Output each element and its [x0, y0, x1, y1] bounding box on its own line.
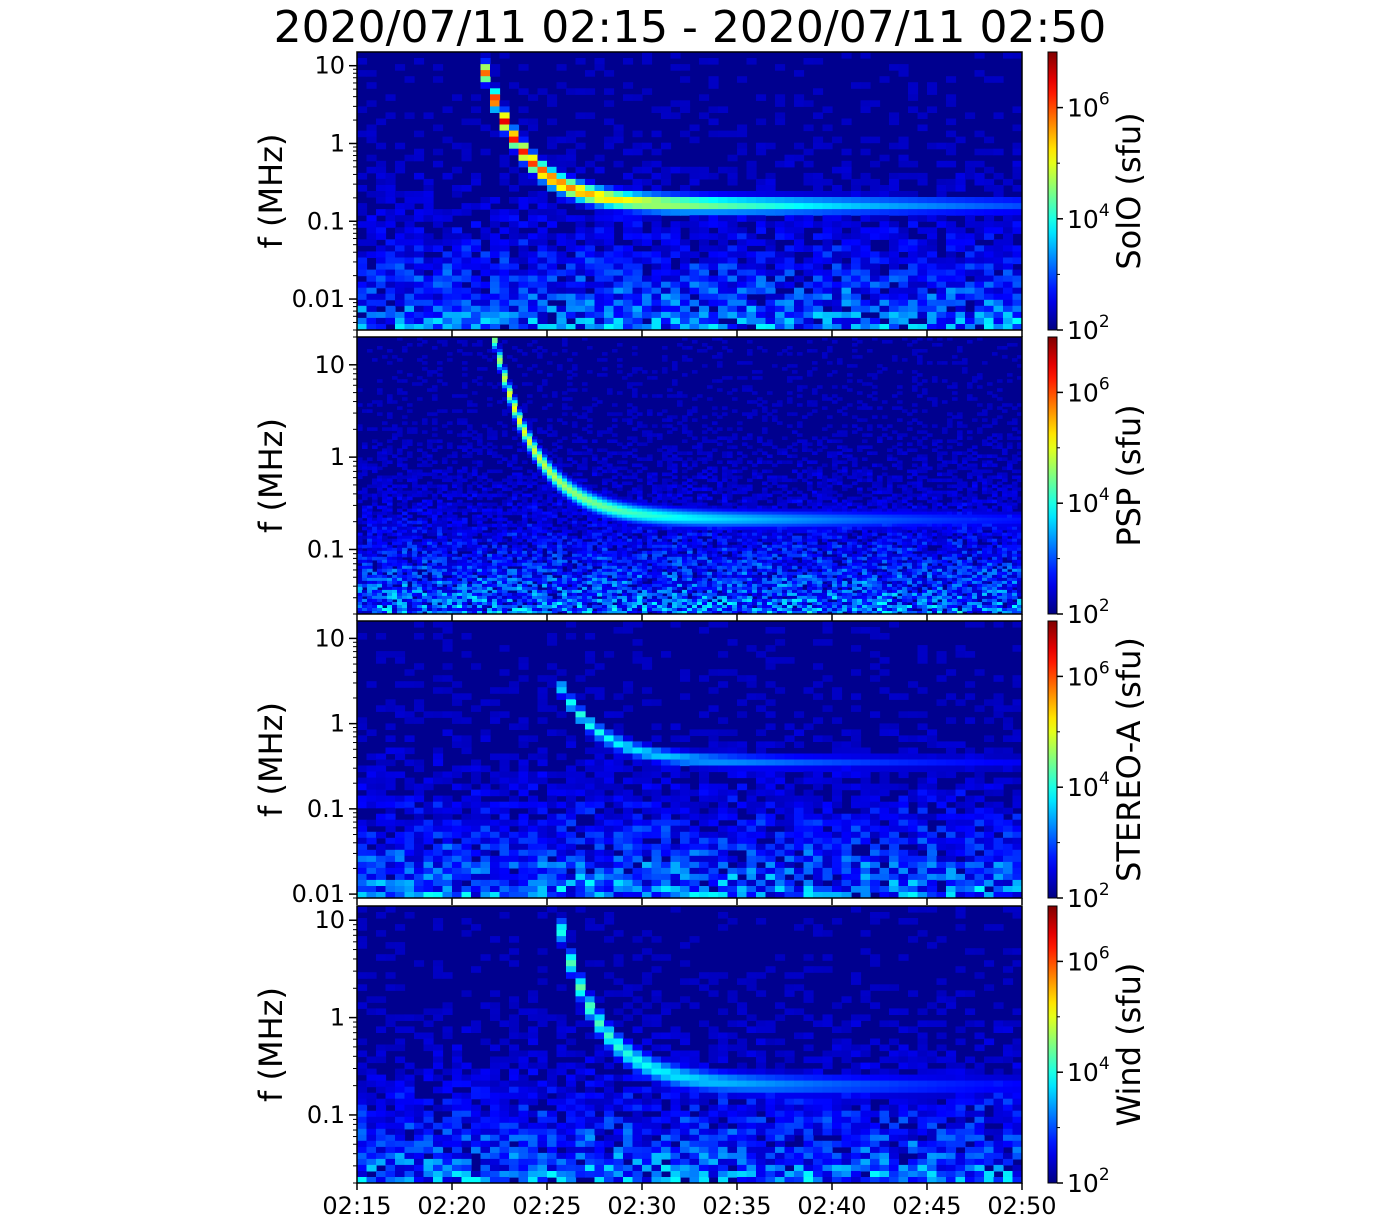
heatmap-psp [357, 337, 1022, 614]
y-tick-label: 0.1 [307, 535, 345, 563]
colorbar-tick-label: 106 [1067, 374, 1110, 407]
y-axis-label: f (MHz) [252, 987, 290, 1102]
heatmap-wind [357, 906, 1022, 1183]
colorbar-gradient [1047, 620, 1058, 899]
y-tick-label: 1 [330, 443, 345, 471]
x-axis: 02:15 02:20 02:25 02:30 02:35 02:40 02:45 02:50 [322, 1192, 1056, 1220]
x-ticks [356, 1183, 1023, 1190]
colorbar-tick-label: 104 [1067, 769, 1110, 802]
colorbar-tick-label: 106 [1067, 943, 1110, 976]
x-tick-label: 02:35 [702, 1192, 771, 1220]
colorbar-tick-label: 104 [1067, 201, 1110, 234]
colorbar-label: Wind (sfu) [1110, 963, 1148, 1127]
y-tick-label: 10 [314, 351, 345, 379]
y-tick-label: 0.1 [307, 1101, 345, 1129]
x-tick-label: 02:50 [987, 1192, 1056, 1220]
colorbar-tick-label: 102 [1067, 1165, 1110, 1198]
y-tick-label: 0.01 [292, 880, 345, 908]
y-axis-solo: 0.01 0.1 1 10 [292, 52, 357, 331]
y-tick-label: 0.1 [307, 795, 345, 823]
y-tick-label: 1 [330, 129, 345, 157]
x-ticks [356, 330, 1023, 337]
y-axis-wind: 0.1 1 10 [307, 906, 357, 1184]
colorbar-tick-label: 104 [1067, 1054, 1110, 1087]
x-ticks [356, 614, 1023, 621]
colorbar-gradient [1047, 51, 1058, 331]
x-tick-label: 02:45 [892, 1192, 961, 1220]
colorbar-tick-label: 102 [1067, 596, 1110, 629]
panel-stereo-a: 0.01 0.1 1 10 f (MHz) 102 104 106 STEREO-A (sfu) [252, 620, 1148, 913]
colorbar-tick-label: 106 [1067, 90, 1110, 123]
x-tick-label: 02:40 [797, 1192, 866, 1220]
y-tick-label: 1 [330, 710, 345, 738]
y-axis-psp: 0.1 1 10 [307, 336, 357, 615]
colorbar-gradient [1047, 905, 1058, 1184]
x-ticks [356, 898, 1023, 905]
colorbar-label: PSP (sfu) [1110, 404, 1148, 546]
x-tick-label: 02:15 [322, 1192, 391, 1220]
colorbar-gradient [1047, 336, 1058, 615]
y-axis-label: f (MHz) [252, 418, 290, 533]
y-tick-label: 10 [314, 624, 345, 652]
y-axis-label: f (MHz) [252, 702, 290, 817]
y-axis-label: f (MHz) [252, 134, 290, 249]
y-axis-stereo-a: 0.01 0.1 1 10 [292, 624, 357, 908]
x-tick-label: 02:25 [512, 1192, 581, 1220]
colorbar-label: STEREO-A (sfu) [1110, 637, 1148, 882]
colorbar-tick-label: 104 [1067, 485, 1110, 518]
plot-frame [356, 905, 1023, 1184]
y-tick-label: 1 [330, 1004, 345, 1032]
y-tick-label: 10 [314, 906, 345, 934]
colorbar-label: SolO (sfu) [1110, 112, 1148, 269]
y-tick-label: 0.01 [292, 285, 345, 313]
heatmap-solo [357, 52, 1022, 330]
plot-frame [356, 620, 1023, 899]
x-tick-label: 02:30 [607, 1192, 676, 1220]
heatmap-stereo-a [357, 621, 1022, 898]
x-tick-label: 02:20 [417, 1192, 486, 1220]
y-tick-label: 10 [314, 52, 345, 80]
colorbar-tick-label: 102 [1067, 880, 1110, 913]
figure-title: 2020/07/11 02:15 - 2020/07/11 02:50 [273, 2, 1107, 53]
plot-frame [356, 51, 1023, 331]
y-tick-label: 0.1 [307, 207, 345, 235]
colorbar-tick-label: 102 [1067, 312, 1110, 345]
plot-frame [356, 336, 1023, 615]
colorbar-stereo-a: 102 104 106 STEREO-A (sfu) [1047, 620, 1148, 913]
colorbar-tick-label: 106 [1067, 658, 1110, 691]
